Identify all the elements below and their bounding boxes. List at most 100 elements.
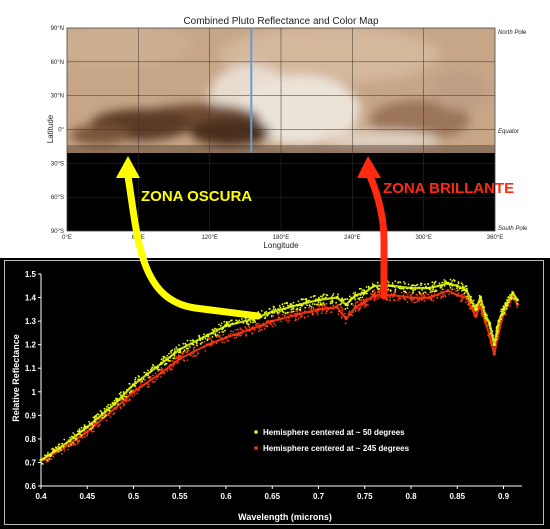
series-245-scatter [294, 319, 297, 322]
series-245-scatter [386, 297, 389, 299]
series-245-scatter [131, 395, 134, 398]
series-245-scatter [467, 303, 469, 306]
series-50-scatter [55, 447, 58, 449]
series-245-scatter [414, 301, 417, 304]
series-245-scatter [359, 306, 362, 308]
series-245-scatter [144, 379, 147, 381]
series-50-scatter [448, 284, 451, 287]
series-50-scatter [475, 309, 477, 311]
series-50-scatter [393, 286, 396, 288]
series-245-scatter [371, 297, 373, 299]
series-50-scatter [359, 294, 362, 296]
series-245-scatter [137, 389, 140, 391]
series-50-scatter [472, 302, 475, 305]
series-245-scatter [143, 383, 146, 386]
series-245-scatter [400, 291, 403, 294]
series-50-scatter [319, 302, 322, 304]
series-50-scatter [211, 336, 214, 338]
series-50-scatter [341, 298, 343, 300]
series-50-scatter [295, 308, 298, 311]
series-50-scatter [62, 445, 65, 448]
series-50-scatter [371, 290, 374, 293]
series-245-scatter [488, 336, 491, 339]
series-245-scatter [354, 310, 357, 313]
series-50-scatter [198, 335, 201, 338]
series-50-scatter [238, 319, 241, 322]
spectrum-frame [4, 260, 544, 525]
equator-label: Equator [498, 129, 520, 135]
series-50-scatter [166, 354, 169, 357]
series-50-scatter [218, 323, 220, 326]
series-50-scatter [160, 363, 163, 365]
series-245-scatter [115, 408, 118, 410]
series-50-scatter [207, 335, 210, 338]
legend-marker-245 [254, 446, 258, 450]
series-50-scatter [304, 306, 307, 309]
longitude-tick-label: 360°E [487, 235, 503, 241]
series-245-scatter [174, 357, 177, 360]
series-50-scatter [469, 298, 472, 301]
series-245-scatter [443, 294, 445, 296]
series-245-scatter [365, 304, 368, 306]
series-50-scatter [506, 303, 509, 305]
series-245-scatter [406, 301, 409, 303]
series-245-scatter [476, 314, 479, 316]
series-50-scatter [272, 305, 275, 308]
series-50-scatter [44, 454, 46, 456]
series-50-scatter [318, 296, 320, 299]
series-50-scatter [175, 346, 178, 349]
series-50-scatter [287, 304, 289, 307]
series-50-scatter [93, 419, 96, 422]
series-245-scatter [376, 291, 379, 294]
series-50-scatter [78, 428, 81, 431]
y-tick-labels: 0.6 0.7 0.8 0.9 1 1.1 1.2 1.3 1.4 1.5 [25, 270, 37, 491]
series-245-scatter [516, 306, 518, 309]
series-245-scatter [483, 320, 486, 323]
map-xlabel: Longitude [263, 241, 299, 250]
series-50-scatter [503, 308, 506, 311]
series-245-scatter [446, 290, 449, 293]
series-245-scatter [172, 365, 175, 368]
series-50-scatter [177, 351, 180, 354]
series-50-scatter [222, 331, 225, 333]
series-245-scatter [248, 326, 251, 329]
series-50-scatter [424, 291, 427, 293]
series-245-scatter [357, 309, 360, 312]
series-245-scatter [383, 292, 386, 295]
series-245-scatter [263, 327, 266, 330]
series-50-scatter [427, 287, 429, 289]
series-50-scatter [361, 296, 364, 299]
series-245-scatter [294, 312, 296, 315]
series-50-scatter [387, 281, 390, 284]
series-50-scatter [314, 294, 316, 297]
series-50-scatter [491, 330, 494, 333]
series-50-scatter [459, 287, 462, 290]
series-50-scatter [514, 297, 517, 300]
series-245-scatter [147, 383, 150, 386]
series-50-scatter [90, 428, 93, 430]
series-245-scatter [389, 299, 391, 301]
series-245-scatter [133, 391, 136, 394]
series-245-scatter [303, 316, 306, 319]
series-50-scatter [189, 339, 192, 342]
series-50-scatter [499, 314, 502, 317]
series-50-scatter [441, 281, 443, 284]
latitude-tick-label: 90°S [51, 229, 64, 235]
series-245-scatter [108, 411, 111, 414]
series-50-scatter [128, 382, 131, 385]
series-50-scatter [462, 285, 464, 288]
series-245-scatter [480, 311, 483, 313]
series-50-scatter [365, 290, 368, 293]
series-50-scatter [218, 328, 221, 330]
series-245-scatter [196, 348, 199, 351]
series-50-scatter [297, 300, 300, 303]
series-50-scatter [310, 306, 313, 308]
series-50-scatter [257, 313, 260, 316]
series-50-scatter [511, 296, 514, 299]
series-245-scatter [227, 334, 230, 337]
series-50-point [497, 319, 501, 323]
series-50-scatter [106, 405, 108, 408]
series-50-scatter [135, 382, 137, 385]
series-245-scatter [352, 311, 354, 313]
x-tick-label: 0.8 [405, 492, 417, 501]
